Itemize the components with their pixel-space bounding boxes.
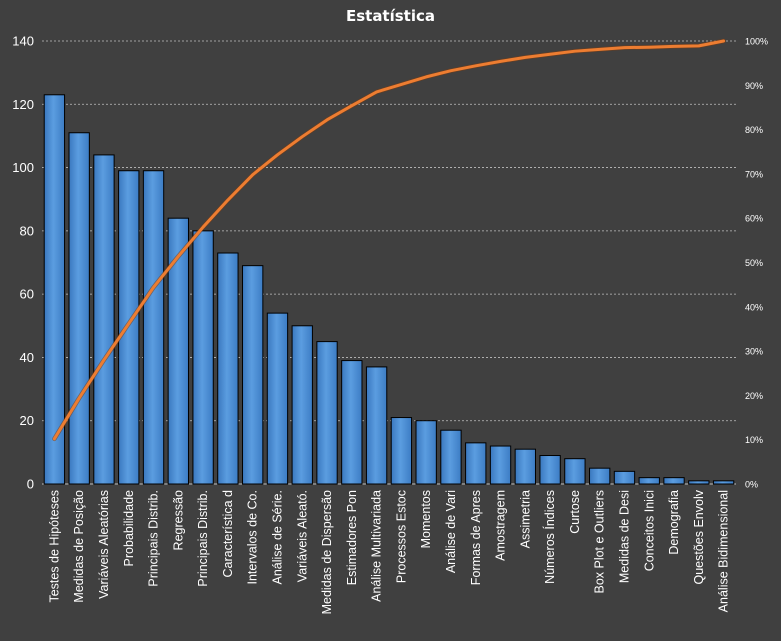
bar	[192, 230, 214, 485]
bar	[390, 417, 413, 485]
bar	[539, 455, 561, 485]
bar	[440, 429, 462, 485]
bar	[142, 170, 165, 485]
y-tick-label: 120	[12, 97, 34, 112]
x-tick-label: Medidas de Dispersão	[320, 490, 334, 614]
y2-tick-label: 30%	[745, 347, 763, 357]
bar	[514, 448, 536, 485]
x-tick-label: Momentos	[419, 490, 433, 548]
chart-title: Estatística	[345, 7, 436, 25]
x-axis-ticks: Testes de Hipóteses Medidas de Posição Var…	[47, 489, 730, 614]
bar	[266, 312, 289, 485]
x-tick-label: Conceitos Inici	[642, 490, 656, 571]
y-tick-label: 60	[20, 287, 34, 302]
left-axis-ticks: 0 20 40 60 80 100 120 140	[12, 34, 34, 492]
x-tick-label: Principais Distrib.	[196, 490, 210, 587]
bars	[43, 94, 735, 485]
x-tick-label: Assimetria	[518, 490, 532, 548]
cumulative-percentage-line	[52, 39, 726, 441]
bar	[712, 480, 735, 485]
bar	[341, 360, 363, 485]
bar	[564, 458, 586, 485]
y2-tick-label: 20%	[745, 391, 763, 401]
cumulative-line	[52, 38, 726, 442]
y2-tick-label: 90%	[745, 81, 763, 91]
x-tick-label: Questões Envolv	[692, 489, 706, 584]
bar	[68, 132, 90, 485]
bar	[688, 480, 710, 485]
x-tick-label: Probabilidade	[122, 490, 136, 566]
x-tick-label: Box Plot e Outliers	[593, 490, 607, 594]
x-tick-label: Análise de Série.	[270, 490, 284, 585]
y2-tick-label: 50%	[745, 258, 763, 268]
bar	[365, 366, 388, 485]
bar	[613, 470, 636, 485]
y2-tick-label: 80%	[745, 125, 763, 135]
bar	[489, 445, 512, 485]
x-tick-label: Curtose	[568, 490, 582, 534]
x-tick-label: Variáveis Aleatórias	[97, 490, 111, 599]
y-tick-label: 40	[20, 350, 34, 365]
x-tick-label: Medidas de Desi	[617, 490, 631, 583]
y2-tick-label: 0%	[745, 480, 758, 490]
x-tick-label: Demografia	[667, 490, 681, 555]
bar	[415, 420, 437, 485]
x-tick-label: Medidas de Posição	[72, 490, 86, 603]
x-tick-label: Números Índices	[542, 490, 557, 584]
x-tick-label: Amostragem	[494, 490, 508, 561]
x-tick-label: Análise de Vari	[444, 490, 458, 573]
bar	[43, 94, 66, 485]
bar	[465, 442, 487, 485]
x-tick-label: Variáveis Aleató.	[295, 490, 309, 582]
bar	[167, 217, 189, 485]
y2-tick-label: 70%	[745, 169, 763, 179]
y-tick-label: 140	[12, 34, 34, 49]
y-tick-label: 0	[27, 477, 34, 492]
bar	[291, 325, 313, 485]
x-tick-label: Principais Distrib.	[147, 490, 161, 587]
y2-tick-label: 40%	[745, 302, 763, 312]
x-tick-label: Característica d	[221, 490, 235, 578]
bar	[316, 341, 338, 485]
bar	[589, 467, 611, 485]
x-tick-label: Processos Estoc	[394, 490, 408, 583]
x-tick-label: Estimadores Pon	[345, 490, 359, 585]
x-tick-label: Análise Bidimensional	[717, 490, 731, 612]
bar	[93, 154, 115, 485]
bar	[638, 477, 660, 485]
x-tick-label: Análise Multivariada	[370, 490, 384, 602]
y2-tick-label: 10%	[745, 435, 763, 445]
x-tick-label: Formas de Apres	[469, 490, 483, 585]
y2-tick-label: 100%	[745, 37, 768, 47]
y-tick-label: 80	[20, 223, 34, 238]
x-tick-label: Intervalos de Co.	[246, 490, 260, 585]
bar	[217, 252, 239, 485]
right-axis-ticks: 0% 10% 20% 30% 40% 50% 60% 70% 80% 90% 100%	[745, 37, 768, 490]
bar	[242, 265, 264, 485]
x-tick-label: Testes de Hipóteses	[47, 490, 61, 603]
bar	[663, 477, 685, 485]
y2-tick-label: 60%	[745, 214, 763, 224]
y-tick-label: 20	[20, 413, 34, 428]
y-tick-label: 100	[12, 160, 34, 175]
x-tick-label: Regressão	[171, 490, 185, 550]
